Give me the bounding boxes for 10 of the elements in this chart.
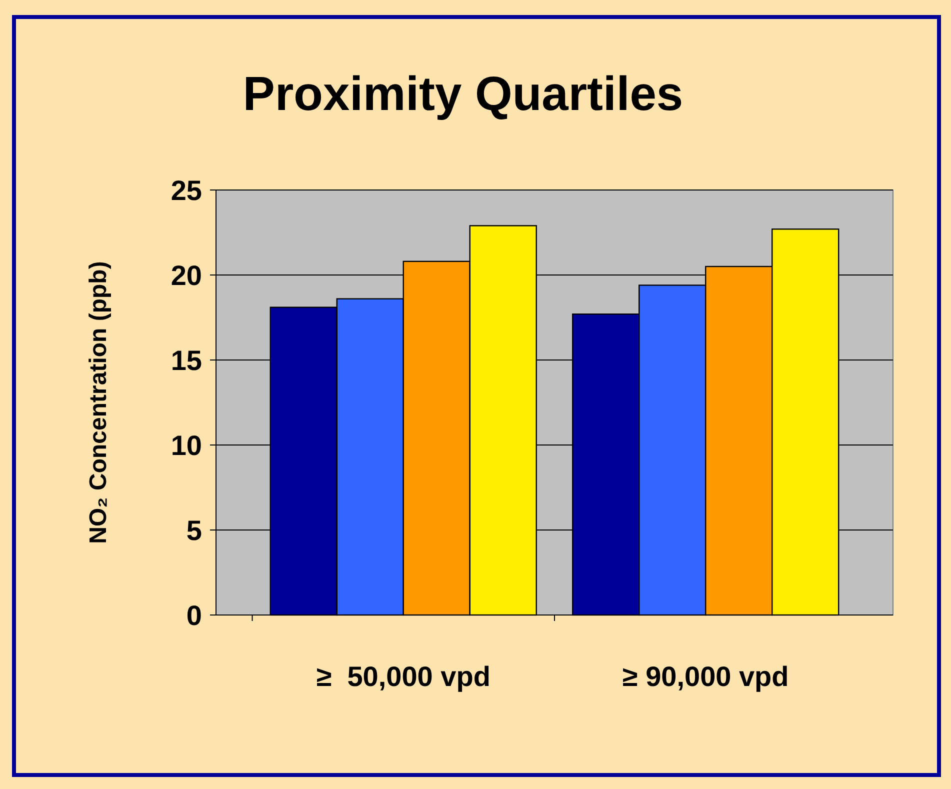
y-tick-label: 0 — [186, 600, 202, 631]
y-tick-label: 20 — [170, 260, 202, 291]
y-axis-title: NO₂ Concentration (ppb) — [85, 261, 112, 544]
y-tick-label: 25 — [170, 174, 202, 206]
x-tick-label: ≥ 90,000 vpd — [622, 661, 789, 692]
y-tick-label: 15 — [170, 344, 202, 376]
chart-title: Proximity Quartiles — [242, 68, 684, 121]
x-tick-label: ≥ 50,000 vpd — [316, 661, 490, 692]
y-tick-label: 5 — [186, 514, 202, 546]
y-tick-label: 10 — [170, 430, 202, 461]
